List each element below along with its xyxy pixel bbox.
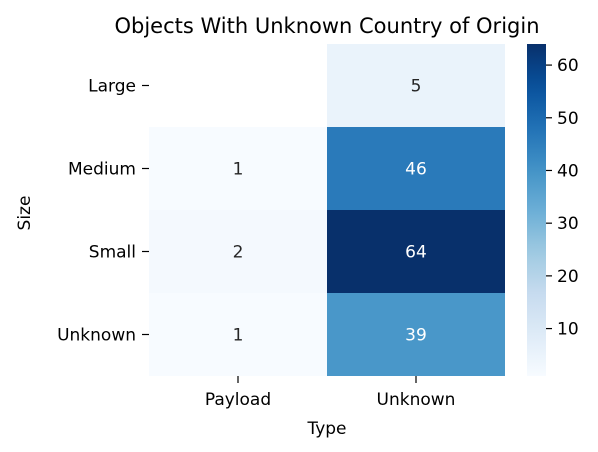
x-axis-label: Type: [306, 419, 346, 439]
x-tick-label: Unknown: [377, 390, 456, 410]
chart-title: Objects With Unknown Country of Origin: [114, 14, 539, 38]
colorbar-tick-label: 30: [557, 214, 579, 234]
colorbar-ticks: 10 20 30 40 50 60: [546, 56, 579, 340]
colorbar-tick-label: 40: [557, 161, 579, 181]
heatmap-cell: [149, 293, 327, 376]
cell-value-label: 46: [405, 160, 427, 180]
heatmap-cell: [149, 210, 327, 293]
x-tick-label: Payload: [205, 390, 271, 410]
heatmap-cell: [327, 44, 505, 127]
cell-value-label: 64: [405, 243, 427, 263]
heatmap-cell: [327, 127, 505, 210]
colorbar-tick-label: 50: [557, 109, 579, 129]
colorbar: [527, 44, 546, 376]
y-tick-label: Large: [88, 77, 136, 97]
y-tick-label: Medium: [68, 160, 136, 180]
cell-value-label: 39: [405, 326, 427, 346]
y-axis-label: Size: [15, 196, 35, 231]
heatmap-cell: [327, 210, 505, 293]
colorbar-tick-label: 10: [557, 320, 579, 340]
cell-value-label: 1: [233, 160, 244, 180]
y-tick-label: Unknown: [57, 326, 136, 346]
cell-annotations: 5 1 46 2 64 1 39: [233, 77, 427, 346]
y-axis: Large Medium Small Unknown: [57, 77, 149, 346]
x-axis: Payload Unknown: [205, 376, 456, 410]
heatmap-cells: [149, 44, 505, 376]
heatmap-cell: [149, 127, 327, 210]
cell-value-label: 1: [233, 326, 244, 346]
cell-value-label: 2: [233, 243, 244, 263]
cell-value-label: 5: [411, 77, 422, 97]
colorbar-tick-label: 20: [557, 267, 579, 287]
heatmap-cell: [327, 293, 505, 376]
colorbar-tick-label: 60: [557, 56, 579, 76]
y-tick-label: Small: [89, 243, 136, 263]
